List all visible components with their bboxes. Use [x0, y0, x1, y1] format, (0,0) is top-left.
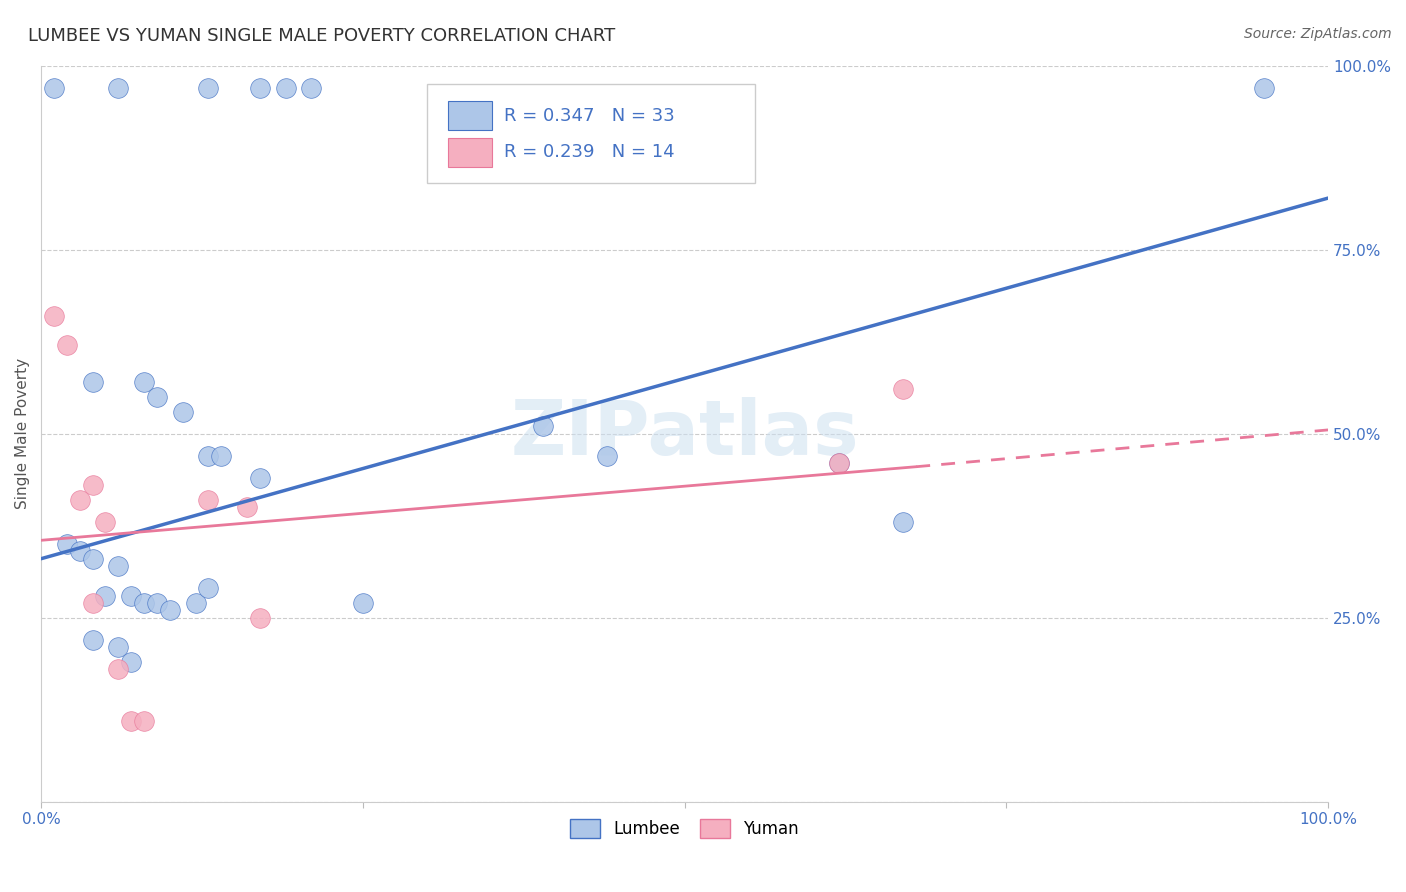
Point: [69, 492, 91, 507]
Point: [94, 589, 117, 603]
Point: [197, 492, 219, 507]
Point: [120, 589, 142, 603]
Point: [249, 80, 271, 95]
Point: [132, 596, 155, 610]
Point: [107, 559, 129, 574]
Point: [82, 375, 104, 389]
Point: [159, 603, 181, 617]
Point: [94, 515, 117, 529]
Point: [82, 478, 104, 492]
Y-axis label: Single Male Poverty: Single Male Poverty: [15, 358, 30, 509]
Point: [828, 456, 851, 470]
Point: [197, 581, 219, 595]
Point: [197, 80, 219, 95]
Point: [146, 390, 169, 404]
Legend: Lumbee, Yuman: Lumbee, Yuman: [564, 813, 806, 845]
Point: [1253, 80, 1275, 95]
Point: [352, 596, 374, 610]
Point: [107, 640, 129, 654]
Text: R = 0.239   N = 14: R = 0.239 N = 14: [505, 144, 675, 161]
Text: ZIPatlas: ZIPatlas: [510, 397, 859, 471]
Point: [120, 655, 142, 669]
Point: [249, 610, 271, 624]
Point: [146, 596, 169, 610]
FancyBboxPatch shape: [449, 101, 492, 130]
FancyBboxPatch shape: [427, 84, 755, 184]
Point: [82, 596, 104, 610]
Point: [82, 551, 104, 566]
Point: [299, 80, 322, 95]
Point: [69, 544, 91, 558]
Point: [893, 515, 915, 529]
Point: [828, 456, 851, 470]
Point: [197, 449, 219, 463]
Point: [42, 309, 65, 323]
Point: [236, 500, 259, 515]
Point: [56, 338, 79, 352]
Point: [107, 662, 129, 676]
Point: [531, 419, 554, 434]
Point: [172, 404, 194, 418]
Point: [107, 80, 129, 95]
Point: [274, 80, 297, 95]
Point: [132, 714, 155, 728]
Text: Source: ZipAtlas.com: Source: ZipAtlas.com: [1244, 27, 1392, 41]
Point: [893, 383, 915, 397]
Point: [42, 80, 65, 95]
Text: R = 0.347   N = 33: R = 0.347 N = 33: [505, 107, 675, 125]
Point: [249, 471, 271, 485]
Point: [120, 714, 142, 728]
Point: [56, 537, 79, 551]
Point: [596, 449, 619, 463]
Text: LUMBEE VS YUMAN SINGLE MALE POVERTY CORRELATION CHART: LUMBEE VS YUMAN SINGLE MALE POVERTY CORR…: [28, 27, 616, 45]
Point: [209, 449, 232, 463]
Point: [82, 632, 104, 647]
Point: [184, 596, 207, 610]
Point: [132, 375, 155, 389]
FancyBboxPatch shape: [449, 137, 492, 167]
